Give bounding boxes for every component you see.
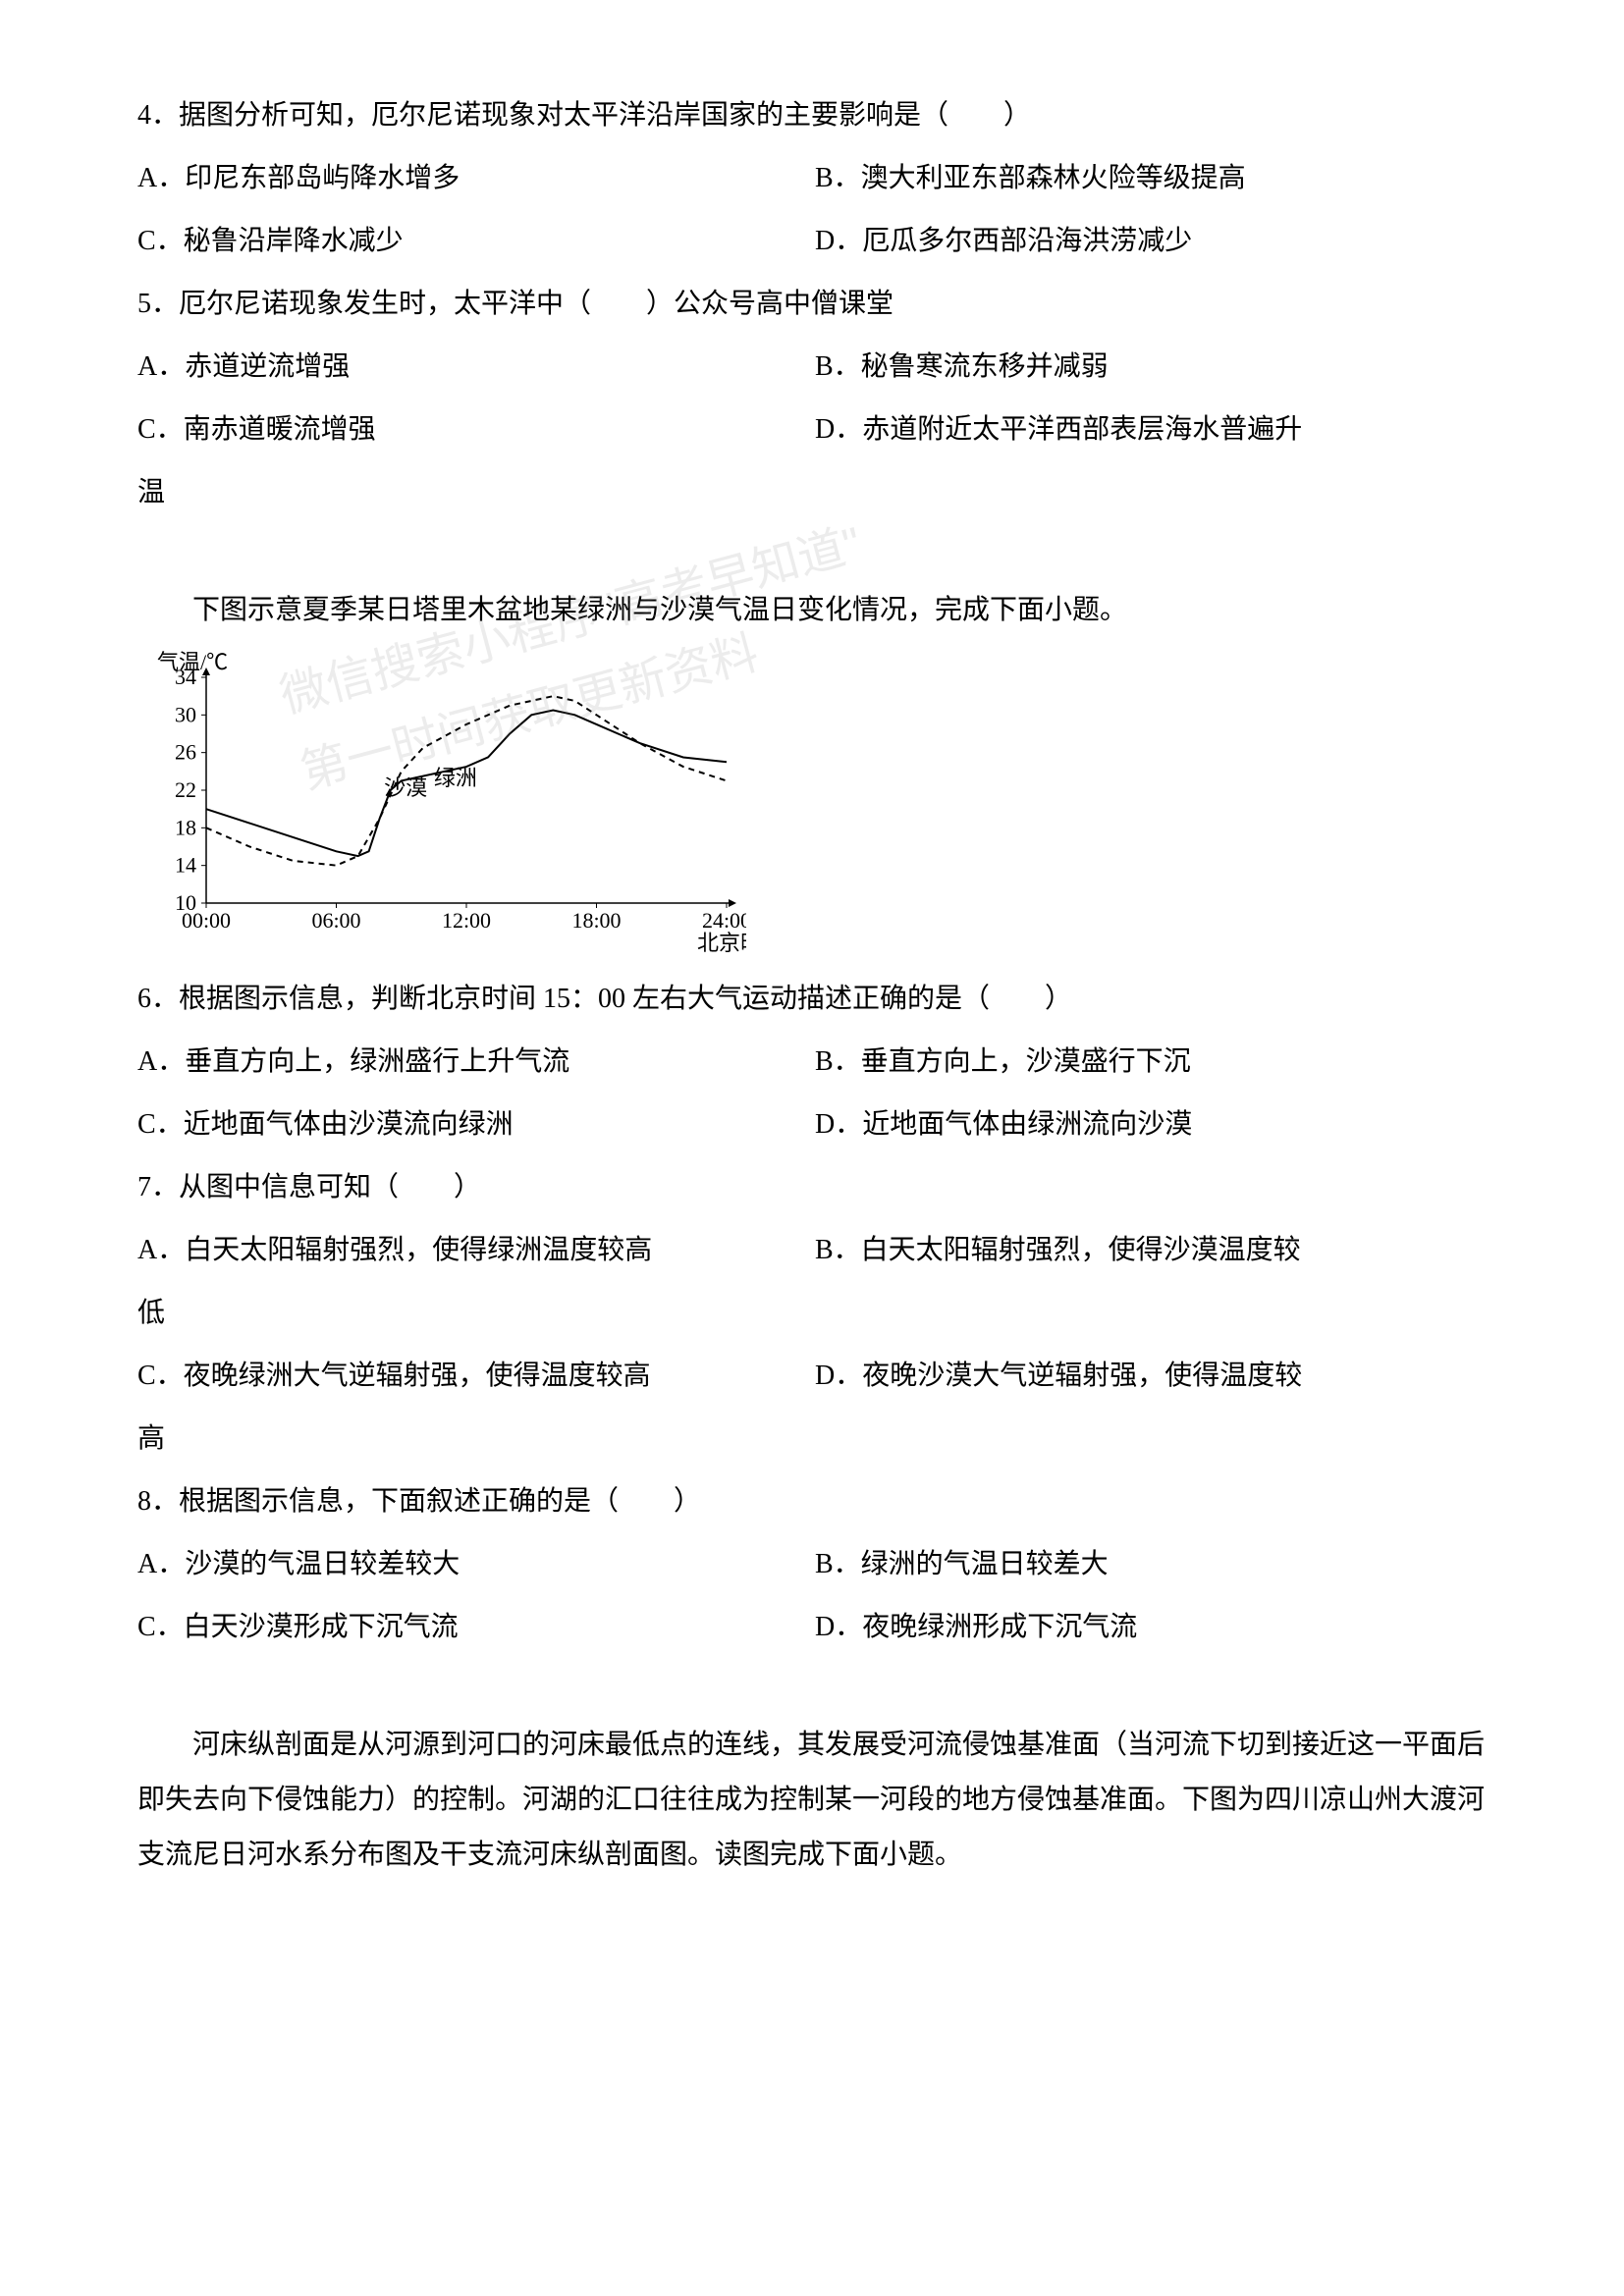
- q4-option-d: D．厄瓜多尔西部沿海洪涝减少: [815, 214, 1487, 269]
- svg-text:北京时间: 北京时间: [697, 931, 746, 952]
- q8-option-b: B．绿洲的气温日较差大: [815, 1537, 1487, 1592]
- q7-option-d-cont: 高: [137, 1412, 1487, 1467]
- q5-option-d: D．赤道附近太平洋西部表层海水普遍升: [815, 402, 1487, 457]
- q6-option-b: B．垂直方向上，沙漠盛行下沉: [815, 1035, 1487, 1090]
- q6-text: 6．根据图示信息，判断北京时间 15：00 左右大气运动描述正确的是（ ）: [137, 972, 1487, 1027]
- q7-option-d: D．夜晚沙漠大气逆辐射强，使得温度较: [815, 1349, 1487, 1404]
- q5-option-c: C．南赤道暖流增强: [137, 402, 815, 457]
- q4-option-c: C．秘鲁沿岸降水减少: [137, 214, 815, 269]
- svg-text:14: 14: [175, 853, 196, 878]
- temperature-chart: 气温/℃1014182226303400:0006:0012:0018:0024…: [137, 648, 1487, 952]
- svg-text:00:00: 00:00: [182, 908, 231, 933]
- q4-option-a: A．印尼东部岛屿降水增多: [137, 151, 815, 206]
- svg-text:26: 26: [175, 740, 196, 765]
- q5-option-a: A．赤道逆流增强: [137, 340, 815, 395]
- q8-option-c: C．白天沙漠形成下沉气流: [137, 1600, 815, 1655]
- q5-option-d-cont: 温: [137, 465, 1487, 520]
- q6-option-a: A．垂直方向上，绿洲盛行上升气流: [137, 1035, 815, 1090]
- svg-text:06:00: 06:00: [311, 908, 360, 933]
- q8-text: 8．根据图示信息，下面叙述正确的是（ ）: [137, 1474, 1487, 1529]
- svg-text:30: 30: [175, 702, 196, 726]
- chart-svg: 气温/℃1014182226303400:0006:0012:0018:0024…: [137, 648, 746, 952]
- q8-option-d: D．夜晚绿洲形成下沉气流: [815, 1600, 1487, 1655]
- q7-option-a: A．白天太阳辐射强烈，使得绿洲温度较高: [137, 1223, 815, 1278]
- q8-option-a: A．沙漠的气温日较差较大: [137, 1537, 815, 1592]
- svg-text:12:00: 12:00: [442, 908, 491, 933]
- svg-text:绿洲: 绿洲: [434, 766, 477, 790]
- intro2-text: 下图示意夏季某日塔里木盆地某绿洲与沙漠气温日变化情况，完成下面小题。: [137, 583, 1487, 638]
- q4-option-b: B．澳大利亚东部森林火险等级提高: [815, 151, 1487, 206]
- svg-text:18: 18: [175, 815, 196, 839]
- svg-text:34: 34: [175, 665, 196, 689]
- q5-text: 5．厄尔尼诺现象发生时，太平洋中（ ）公众号高中僧课堂: [137, 277, 1487, 332]
- q4-text: 4．据图分析可知，厄尔尼诺现象对太平洋沿岸国家的主要影响是（ ）: [137, 88, 1487, 143]
- q6-option-c: C．近地面气体由沙漠流向绿洲: [137, 1097, 815, 1152]
- q7-option-c: C．夜晚绿洲大气逆辐射强，使得温度较高: [137, 1349, 815, 1404]
- q5-option-b: B．秘鲁寒流东移并减弱: [815, 340, 1487, 395]
- intro3-text: 河床纵剖面是从河源到河口的河床最低点的连线，其发展受河流侵蚀基准面（当河流下切到…: [137, 1718, 1487, 1883]
- svg-text:24:00: 24:00: [702, 908, 746, 933]
- svg-text:18:00: 18:00: [571, 908, 621, 933]
- svg-text:22: 22: [175, 777, 196, 802]
- q7-text: 7．从图中信息可知（ ）: [137, 1160, 1487, 1215]
- q7-option-b: B．白天太阳辐射强烈，使得沙漠温度较: [815, 1223, 1487, 1278]
- svg-text:沙漠: 沙漠: [384, 775, 427, 800]
- q7-option-b-cont: 低: [137, 1286, 1487, 1341]
- q6-option-d: D．近地面气体由绿洲流向沙漠: [815, 1097, 1487, 1152]
